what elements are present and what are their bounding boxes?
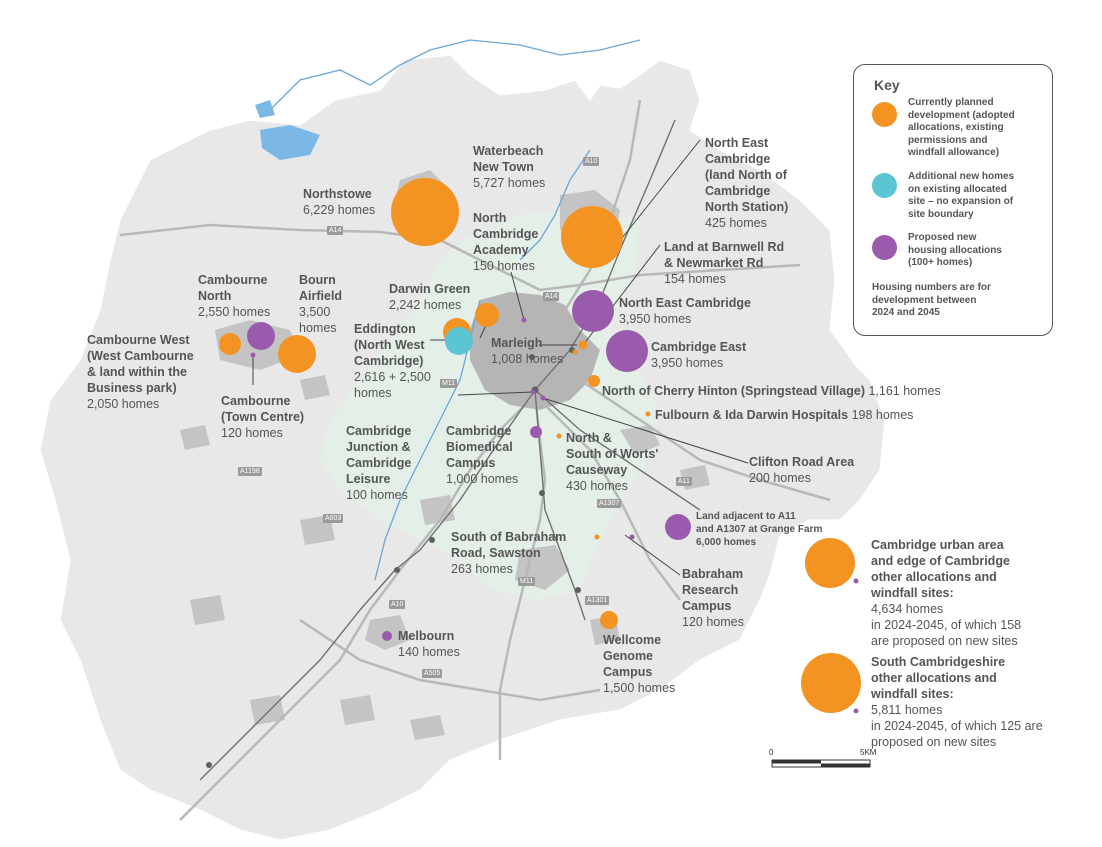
scale-start-label: 0 — [769, 748, 774, 757]
key-swatch-planned — [872, 102, 897, 127]
site-marker-planned — [475, 303, 499, 327]
railways — [199, 119, 701, 781]
site-label-nec-north-station: North East Cambridge (land North of Camb… — [705, 136, 789, 230]
site-marker-proposed — [853, 578, 859, 584]
site-label-darwin-green: Darwin Green 2,242 homes — [389, 282, 471, 312]
site-marker-proposed — [530, 389, 536, 395]
site-marker-proposed — [606, 330, 648, 372]
site-marker-proposed — [521, 317, 527, 323]
site-marker-proposed — [247, 322, 275, 350]
site-label-marleigh: Marleigh 1,008 homes — [491, 336, 564, 366]
site-marker-proposed — [665, 514, 691, 540]
site-marker-planned — [594, 534, 600, 540]
site-marker-planned — [588, 375, 600, 387]
site-label-barnwell-rd: Land at Barnwell Rd & Newmarket Rd 154 ho… — [664, 240, 785, 286]
site-marker-additional — [445, 327, 473, 355]
key-title: Key — [874, 77, 900, 93]
site-label-eddington: Eddington (North West Cambridge) 2,616 + … — [354, 322, 431, 400]
site-label-south-cambs-windfall: South Cambridgeshire other allocations a… — [871, 655, 1043, 749]
site-marker-proposed — [572, 290, 614, 332]
site-label-babraham-road: South of Babraham Road, Sawston 263 homes — [451, 530, 567, 576]
road-label-a10-north: A10 — [583, 157, 600, 166]
road-label-a11: A11 — [676, 477, 692, 486]
site-label-babraham-research: Babraham Research Campus 120 homes — [682, 567, 744, 629]
road-label-a1307: A1307 — [597, 499, 622, 508]
site-marker-proposed — [540, 395, 546, 401]
road-label-a603: A603 — [323, 514, 344, 523]
site-marker-planned — [572, 349, 578, 355]
site-markers — [219, 178, 861, 714]
key-item-planned: Currently planned development (adopted a… — [908, 97, 1015, 158]
site-label-clifton-road: Clifton Road Area 200 homes — [749, 455, 855, 485]
scale-end-label: 5KM — [860, 748, 877, 757]
site-marker-planned — [578, 340, 588, 350]
lakes — [255, 100, 320, 160]
site-label-fulbourn: Fulbourn & Ida Darwin Hospitals 198 home… — [655, 408, 914, 422]
site-label-north-cambridge-academy: North Cambridge Academy 150 homes — [473, 211, 539, 273]
site-label-cambourne-town-centre: Cambourne (Town Centre) 120 homes — [221, 394, 305, 440]
scale-bar — [771, 759, 871, 768]
key-note: Housing numbers are for development betw… — [872, 282, 991, 318]
site-label-north-east-cambridge: North East Cambridge 3,950 homes — [619, 296, 751, 326]
key-swatch-additional — [872, 173, 897, 198]
key-item-proposed: Proposed new housing allocations (100+ h… — [908, 232, 1002, 268]
site-marker-proposed — [853, 708, 859, 714]
site-label-bourn-airfield: Bourn Airfield 3,500 homes — [299, 273, 343, 335]
site-label-cambridge-junction: Cambridge Junction & Cambridge Leisure 10… — [346, 424, 412, 502]
site-label-waterbeach: Waterbeach New Town 5,727 homes — [473, 144, 546, 190]
site-marker-planned — [391, 178, 459, 246]
urban-cambridge — [470, 292, 600, 410]
site-marker-planned — [561, 206, 623, 268]
road-label-m11-north: M11 — [440, 379, 458, 388]
site-marker-proposed — [382, 631, 392, 641]
site-marker-planned — [600, 611, 618, 629]
site-marker-proposed — [629, 534, 635, 540]
site-label-worts-causeway: North & South of Worts' Causeway 430 home… — [566, 431, 659, 493]
site-label-wellcome-genome: Wellcome Genome Campus 1,500 homes — [603, 633, 676, 695]
site-marker-planned — [556, 433, 562, 439]
site-marker-proposed — [530, 426, 542, 438]
road-label-m11-south: M11 — [518, 577, 536, 586]
key-swatch-proposed — [872, 235, 897, 260]
site-label-cambridge-urban-windfall: Cambridge urban area and edge of Cambrid… — [871, 538, 1022, 648]
road-label-a14-west: A14 — [327, 226, 344, 235]
site-marker-planned — [801, 653, 861, 713]
site-label-cambridge-biomedical: Cambridge Biomedical Campus 1,000 homes — [446, 424, 519, 486]
site-label-north-of-cherry-hinton: North of Cherry Hinton (Springstead Vill… — [602, 384, 941, 398]
road-label-a14-east: A14 — [543, 292, 560, 301]
site-marker-planned — [601, 259, 607, 265]
road-label-a10-south: A10 — [389, 600, 406, 609]
site-label-melbourn: Melbourn 140 homes — [398, 629, 460, 659]
roads — [119, 99, 831, 821]
site-marker-planned — [278, 335, 316, 373]
road-label-a1301: A1301 — [585, 596, 610, 605]
key-item-additional: Additional new homes on existing allocat… — [908, 171, 1015, 220]
site-marker-planned — [219, 333, 241, 355]
site-label-grange-farm: Land adjacent to A11 and A1307 at Grange… — [696, 511, 823, 548]
road-label-a505: A505 — [422, 669, 443, 678]
map-key: Key Currently planned development (adopt… — [853, 64, 1053, 336]
site-marker-planned — [805, 538, 855, 588]
road-label-a1198: A1198 — [238, 467, 262, 476]
site-label-cambridge-east: Cambridge East 3,950 homes — [651, 340, 747, 370]
site-label-northstowe: Northstowe 6,229 homes — [303, 187, 376, 217]
site-label-cambourne-west: Cambourne West (West Cambourne & land wi… — [87, 333, 194, 411]
site-label-cambourne-north: Cambourne North 2,550 homes — [198, 273, 271, 319]
site-marker-planned — [645, 411, 651, 417]
site-marker-proposed — [250, 352, 256, 358]
